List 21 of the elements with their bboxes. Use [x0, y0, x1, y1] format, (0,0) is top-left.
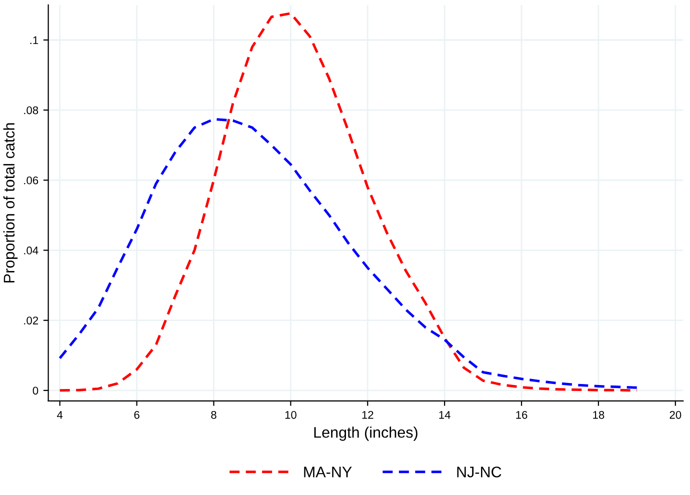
legend-label: MA-NY — [304, 466, 352, 478]
x-tick-label: 14 — [439, 411, 450, 419]
x-tick-label: 8 — [211, 410, 216, 419]
line-series — [58, 118, 638, 389]
x-tick-label: 6 — [134, 410, 140, 419]
x-tick-label: 4 — [57, 411, 63, 419]
x-tick-label: 18 — [593, 410, 604, 419]
y-tick-label: 0 — [32, 386, 38, 395]
x-tick-label: 12 — [362, 410, 374, 419]
x-tick-label: 20 — [670, 410, 682, 419]
x-axis-title: Length (inches) — [314, 426, 418, 441]
y-tick-label: .06 — [24, 176, 38, 184]
x-tick-label: 10 — [285, 410, 296, 419]
y-tick-label: .08 — [24, 106, 38, 114]
line-series — [58, 12, 638, 392]
y-tick-label: .1 — [30, 36, 38, 44]
x-tick-label: 16 — [516, 410, 528, 419]
y-tick-label: .02 — [24, 316, 38, 324]
y-tick-label: .04 — [24, 246, 38, 254]
y-axis-title: Proportion of total catch — [3, 123, 18, 282]
legend-label: NJ-NC — [457, 466, 502, 478]
